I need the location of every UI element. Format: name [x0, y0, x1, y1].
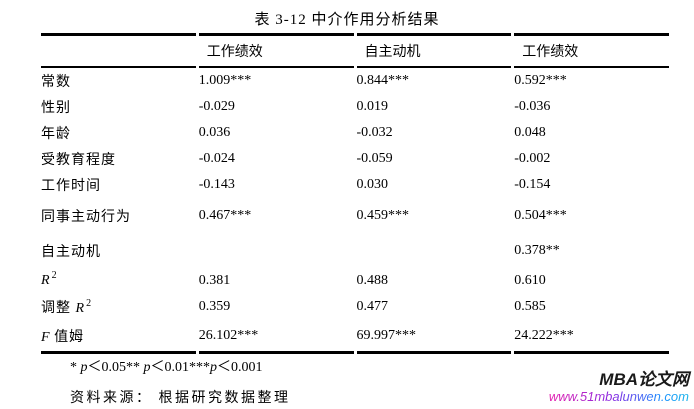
- table-title: 表 3-12 中介作用分析结果: [254, 12, 440, 28]
- row-label: 常数: [41, 75, 71, 90]
- math-symbol: R: [41, 273, 50, 288]
- cell-value: -0.029: [198, 99, 235, 114]
- cell-value: 1.009***: [198, 73, 252, 88]
- cell-value: 0.381: [198, 273, 231, 288]
- column-header-empty: [41, 33, 196, 68]
- watermark-site-name: MBA论文网: [599, 370, 689, 389]
- table-row: 自主动机 0.378**: [41, 233, 669, 268]
- cell-value: 26.102***: [198, 320, 354, 354]
- watermark: MBA论文网 www.51mbalunwen.com: [549, 370, 689, 404]
- sig-text: ＜0.001: [217, 360, 263, 375]
- cell-value: 0.378**: [514, 242, 560, 258]
- table-row: 性别 -0.029 0.019 -0.036: [41, 94, 669, 120]
- cell-value: 24.222***: [514, 320, 669, 354]
- cell-value: 0.467***: [198, 207, 252, 223]
- cell-value: [199, 233, 354, 268]
- sig-p: p: [80, 360, 88, 375]
- math-symbol: F: [41, 329, 50, 345]
- header-row: 工作绩效 自主动机 工作绩效: [41, 33, 669, 68]
- cell-value: -0.024: [198, 151, 235, 166]
- watermark-url: www.51mbalunwen.com: [548, 389, 689, 404]
- cell-value: -0.032: [356, 125, 393, 140]
- row-label-f-value: F 值姆: [41, 320, 196, 354]
- table-row: F 值姆 26.102*** 69.997*** 24.222***: [41, 320, 669, 354]
- math-symbol: R: [75, 301, 85, 316]
- sig-text: ＜0.01***: [150, 360, 211, 375]
- column-header-1: 工作绩效: [198, 33, 354, 68]
- source-note: 资料来源： 根据研究数据整理: [70, 391, 291, 406]
- row-label: 同事主动行为: [41, 209, 131, 225]
- mediation-analysis-table: 工作绩效 自主动机 工作绩效 常数 1.009*** 0.844*** 0.59…: [38, 33, 672, 354]
- cell-value: -0.154: [514, 177, 551, 192]
- cell-value: -0.143: [198, 177, 235, 192]
- cell-value: 0.844***: [356, 73, 410, 88]
- row-label: 年龄: [41, 127, 71, 142]
- cell-value: 0.359: [198, 299, 231, 314]
- sig-text: *: [70, 360, 81, 375]
- cell-value: 69.997***: [356, 320, 512, 354]
- table-row: 年龄 0.036 -0.032 0.048: [41, 120, 669, 146]
- superscript: 2: [86, 298, 93, 310]
- cell-value: 0.592***: [514, 73, 567, 88]
- table-row: 同事主动行为 0.467*** 0.459*** 0.504***: [41, 198, 669, 233]
- cell-value: 0.585: [514, 299, 546, 314]
- cell-value: 0.030: [356, 177, 389, 192]
- table-row: 常数 1.009*** 0.844*** 0.592***: [41, 68, 669, 94]
- cell-value: 0.610: [514, 273, 546, 288]
- table-row: 受教育程度 -0.024 -0.059 -0.002: [41, 146, 669, 172]
- row-label: 受教育程度: [41, 153, 116, 168]
- cell-value: 0.048: [514, 125, 546, 140]
- cell-value: 0.477: [356, 299, 389, 314]
- cell-value: 0.459***: [356, 207, 410, 223]
- row-label: 自主动机: [41, 244, 101, 260]
- cell-value: 0.504***: [514, 207, 567, 223]
- label-prefix: 调整: [41, 301, 76, 316]
- table-row: 工作时间 -0.143 0.030 -0.154: [41, 172, 669, 198]
- label-suffix: 值姆: [49, 329, 85, 345]
- sig-p: p: [210, 360, 217, 375]
- row-label: 性别: [41, 101, 71, 116]
- cell-value: [357, 233, 512, 268]
- sig-text: ＜0.05**: [87, 360, 144, 375]
- sig-p: p: [143, 360, 151, 375]
- cell-value: -0.059: [356, 151, 393, 166]
- cell-value: -0.002: [514, 151, 551, 166]
- superscript: 2: [51, 270, 58, 282]
- row-label: 工作时间: [41, 179, 101, 194]
- significance-note: * p＜0.05** p＜0.01***p＜0.001: [70, 356, 263, 376]
- cell-value: -0.036: [514, 99, 551, 114]
- cell-value: 0.019: [356, 99, 389, 114]
- column-header-2: 自主动机: [356, 33, 512, 68]
- column-header-3: 工作绩效: [514, 33, 669, 68]
- cell-value: 0.488: [356, 273, 389, 288]
- cell-value: 0.036: [198, 125, 231, 140]
